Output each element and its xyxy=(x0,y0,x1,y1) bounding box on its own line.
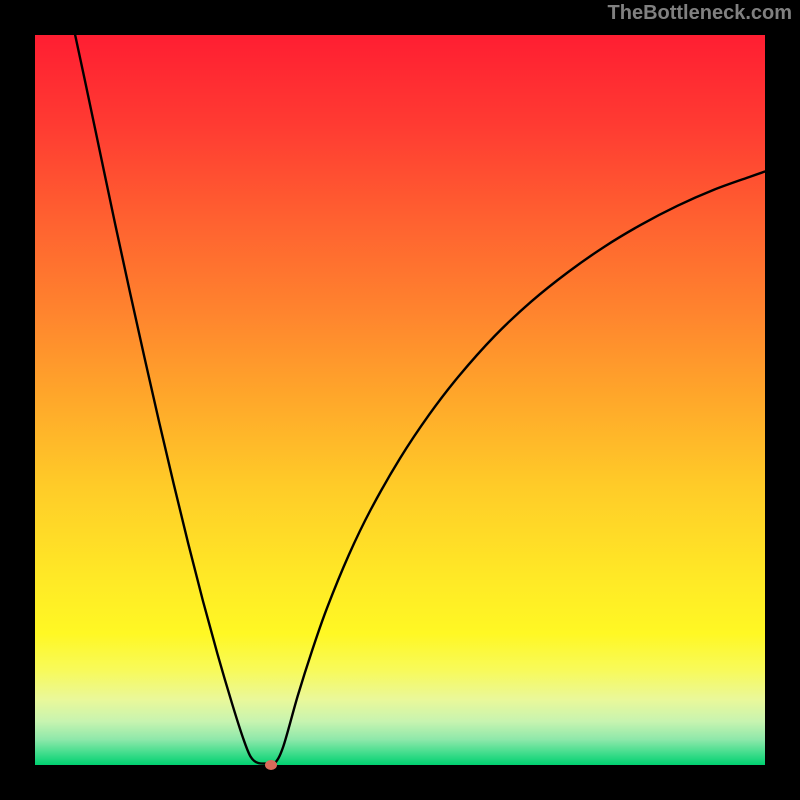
optimum-marker xyxy=(265,760,277,770)
bottleneck-curve xyxy=(75,35,765,765)
chart-container: TheBottleneck.com xyxy=(0,0,800,800)
plot-area xyxy=(35,35,765,765)
chart-svg xyxy=(35,35,765,765)
watermark-text: TheBottleneck.com xyxy=(608,2,792,25)
